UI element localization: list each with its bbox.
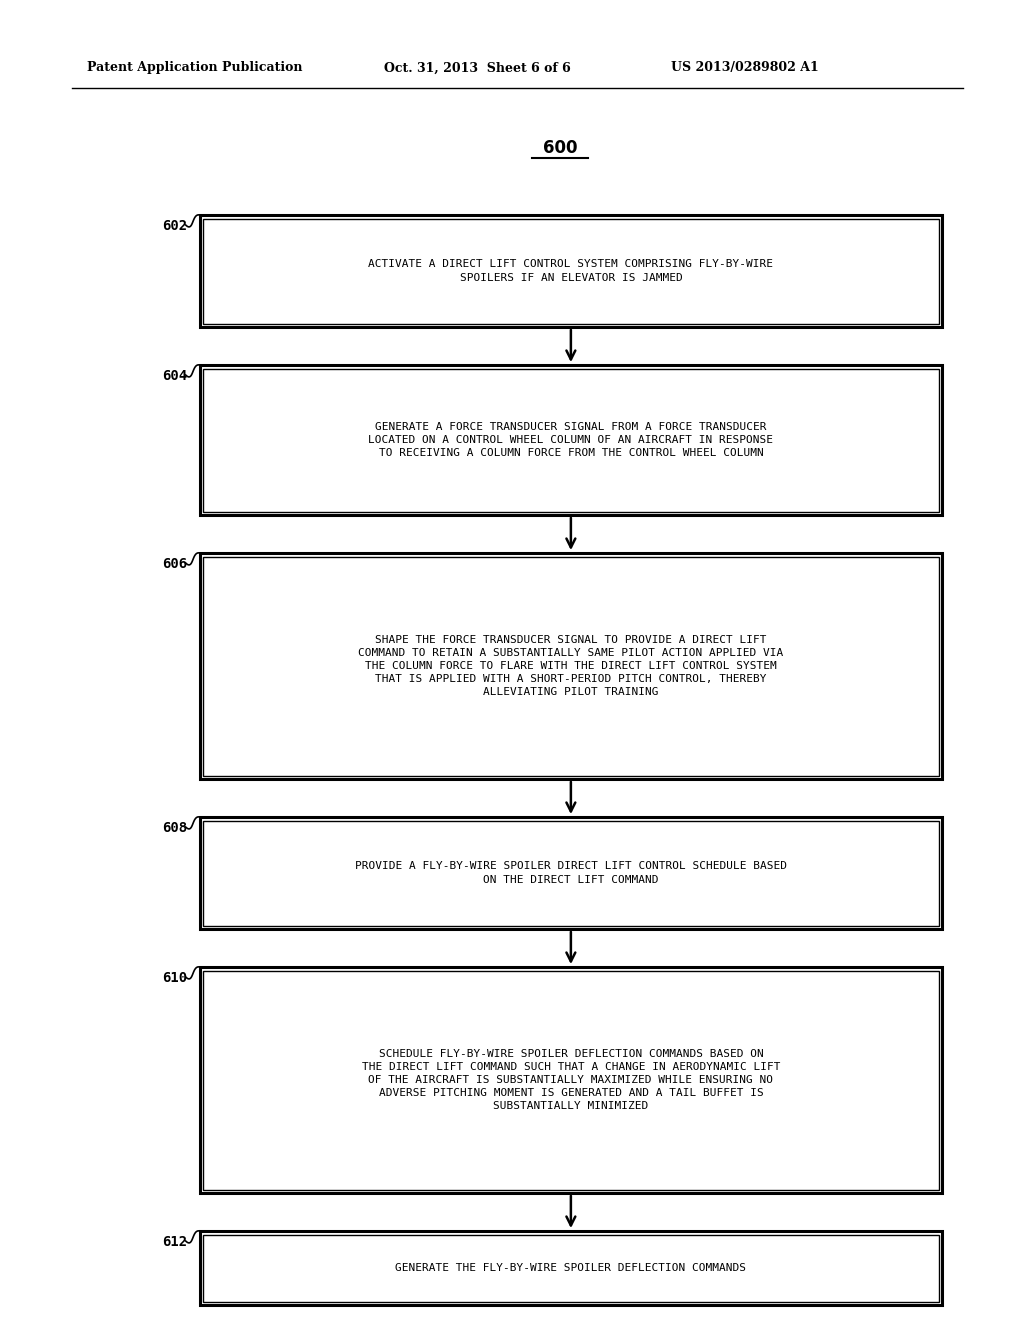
Text: Patent Application Publication: Patent Application Publication bbox=[87, 62, 302, 74]
Bar bbox=[203, 368, 939, 511]
Bar bbox=[200, 553, 942, 779]
Bar bbox=[200, 366, 942, 515]
Bar bbox=[203, 970, 939, 1189]
Text: 612: 612 bbox=[163, 1236, 187, 1249]
Text: GENERATE THE FLY-BY-WIRE SPOILER DEFLECTION COMMANDS: GENERATE THE FLY-BY-WIRE SPOILER DEFLECT… bbox=[395, 1263, 746, 1272]
Bar bbox=[200, 817, 942, 929]
Text: 608: 608 bbox=[163, 821, 187, 836]
Text: ACTIVATE A DIRECT LIFT CONTROL SYSTEM COMPRISING FLY-BY-WIRE
SPOILERS IF AN ELEV: ACTIVATE A DIRECT LIFT CONTROL SYSTEM CO… bbox=[369, 260, 773, 282]
Bar bbox=[200, 1232, 942, 1305]
Bar bbox=[200, 215, 942, 327]
Bar bbox=[203, 219, 939, 323]
Text: US 2013/0289802 A1: US 2013/0289802 A1 bbox=[671, 62, 818, 74]
Text: SCHEDULE FLY-BY-WIRE SPOILER DEFLECTION COMMANDS BASED ON
THE DIRECT LIFT COMMAN: SCHEDULE FLY-BY-WIRE SPOILER DEFLECTION … bbox=[361, 1048, 780, 1111]
Bar bbox=[200, 968, 942, 1193]
Bar bbox=[203, 557, 939, 776]
Bar bbox=[203, 821, 939, 925]
Text: 606: 606 bbox=[163, 557, 187, 572]
Text: Oct. 31, 2013  Sheet 6 of 6: Oct. 31, 2013 Sheet 6 of 6 bbox=[384, 62, 570, 74]
Text: 600: 600 bbox=[543, 139, 578, 157]
Text: 610: 610 bbox=[163, 972, 187, 985]
Text: PROVIDE A FLY-BY-WIRE SPOILER DIRECT LIFT CONTROL SCHEDULE BASED
ON THE DIRECT L: PROVIDE A FLY-BY-WIRE SPOILER DIRECT LIF… bbox=[355, 862, 786, 884]
Text: GENERATE A FORCE TRANSDUCER SIGNAL FROM A FORCE TRANSDUCER
LOCATED ON A CONTROL : GENERATE A FORCE TRANSDUCER SIGNAL FROM … bbox=[369, 422, 773, 458]
Text: 602: 602 bbox=[163, 219, 187, 234]
Text: 604: 604 bbox=[163, 370, 187, 383]
Text: SHAPE THE FORCE TRANSDUCER SIGNAL TO PROVIDE A DIRECT LIFT
COMMAND TO RETAIN A S: SHAPE THE FORCE TRANSDUCER SIGNAL TO PRO… bbox=[358, 635, 783, 697]
Bar bbox=[203, 1234, 939, 1302]
